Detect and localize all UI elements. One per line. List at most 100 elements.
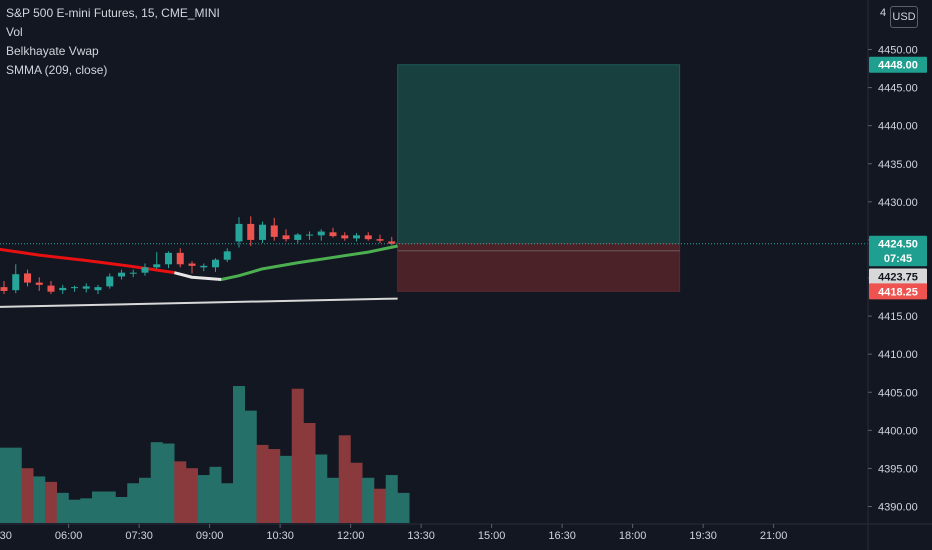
candle-body[interactable]	[47, 285, 55, 292]
x-tick-label: 12:00	[337, 530, 365, 542]
candle-body[interactable]	[35, 282, 43, 285]
candle-body[interactable]	[106, 276, 114, 287]
y-tick-label: 4400.00	[878, 425, 918, 437]
volume-bar	[221, 483, 234, 523]
price-badge-smma[interactable]: 4423.75	[869, 268, 927, 285]
vwap-segment-flat	[173, 271, 222, 282]
legend-vwap[interactable]: Belkhayate Vwap	[6, 44, 99, 58]
y-tick-label: 4415.00	[878, 311, 918, 323]
volume-bar	[280, 455, 292, 523]
y-tick-label: 4450.00	[878, 45, 918, 57]
y-tick-label: 4390.00	[878, 502, 918, 514]
volume-bar	[303, 422, 316, 523]
candle-body[interactable]	[94, 287, 102, 291]
candle-body[interactable]	[200, 265, 208, 268]
candle-body[interactable]	[188, 263, 196, 266]
candle-body[interactable]	[129, 272, 137, 274]
candle-body[interactable]	[294, 234, 302, 240]
legend-volume[interactable]: Vol	[6, 25, 23, 39]
x-tick-label: 19:30	[689, 530, 717, 542]
legend-smma[interactable]: SMMA (209, close)	[6, 63, 108, 77]
x-tick-label: 13:30	[407, 530, 435, 542]
candle-body[interactable]	[376, 239, 384, 241]
volume-bar	[362, 477, 375, 523]
legend-symbol-title[interactable]: S&P 500 E-mini Futures, 15, CME_MINI	[6, 6, 220, 20]
x-tick-label: 18:00	[619, 530, 647, 542]
candle-body[interactable]	[59, 287, 67, 291]
candle-body[interactable]	[341, 235, 349, 239]
position-zones	[397, 64, 681, 292]
price-badge-last[interactable]: 4424.50	[869, 235, 927, 252]
volume-bar	[350, 462, 363, 523]
volume-bars	[0, 386, 410, 523]
volume-bar	[197, 475, 210, 523]
candle-body[interactable]	[82, 286, 90, 289]
candle-body[interactable]	[141, 267, 149, 273]
y-tick-label-partial: 4	[880, 7, 886, 19]
candle-body[interactable]	[223, 251, 231, 260]
price-badge-label: 07:45	[884, 253, 912, 265]
smma-line	[0, 297, 398, 308]
vwap-line	[0, 244, 398, 282]
chart-legend: S&P 500 E-mini Futures, 15, CME_MINI Vol…	[6, 4, 220, 80]
volume-bar	[291, 388, 304, 523]
candle-body[interactable]	[270, 225, 278, 237]
candle-body[interactable]	[259, 224, 266, 240]
y-tick-label: 4405.00	[878, 387, 918, 399]
volume-bar	[233, 386, 245, 523]
candle-body[interactable]	[71, 287, 78, 289]
candle-body[interactable]	[153, 264, 161, 268]
candle-body[interactable]	[235, 223, 243, 242]
volume-bar	[45, 481, 57, 523]
volume-bar	[268, 449, 281, 523]
candle-body[interactable]	[317, 231, 325, 236]
currency-button[interactable]: USD	[890, 6, 918, 28]
y-tick-label: 4435.00	[878, 159, 918, 171]
volume-bar	[33, 476, 46, 523]
candle-body[interactable]	[247, 223, 255, 240]
x-tick-label: 06:00	[55, 530, 83, 542]
price-badge-stop[interactable]: 4418.25	[869, 283, 927, 300]
volume-bar	[56, 492, 69, 523]
candle-body[interactable]	[329, 232, 337, 237]
candle-body[interactable]	[176, 252, 184, 265]
candle-body[interactable]	[12, 274, 20, 291]
candle-body[interactable]	[364, 235, 372, 240]
volume-bar	[315, 454, 328, 523]
volume-bar	[21, 468, 34, 523]
volume-bar	[256, 444, 269, 523]
volume-bar	[92, 491, 104, 523]
candles	[0, 216, 396, 294]
price-badge-countdown[interactable]: 07:45	[869, 250, 927, 267]
x-tick-label: 04:30	[0, 530, 12, 542]
price-badge-bg	[869, 56, 927, 73]
volume-bar	[68, 499, 81, 523]
volume-bar	[338, 435, 351, 523]
target-zone[interactable]	[397, 64, 681, 245]
candle-body[interactable]	[388, 241, 396, 244]
candle-body[interactable]	[165, 252, 172, 265]
price-badge-bg	[869, 235, 927, 252]
candle-body[interactable]	[306, 234, 313, 236]
x-tick-label: 07:30	[125, 530, 153, 542]
candle-body[interactable]	[282, 235, 290, 240]
candle-body[interactable]	[212, 259, 219, 268]
candle-body[interactable]	[353, 235, 360, 239]
price-badge-target[interactable]: 4448.00	[869, 56, 927, 73]
price-badge-label: 4424.50	[878, 239, 918, 251]
candle-body[interactable]	[24, 273, 31, 283]
candle-body[interactable]	[118, 272, 125, 277]
y-tick-label: 4410.00	[878, 349, 918, 361]
x-tick-label: 16:30	[548, 530, 576, 542]
volume-bar	[150, 442, 163, 523]
volume-bar	[186, 468, 198, 523]
y-tick-label: 4430.00	[878, 197, 918, 209]
volume-bar	[9, 447, 22, 523]
volume-bar	[374, 488, 386, 523]
volume-bar	[174, 461, 187, 523]
x-tick-label: 10:30	[266, 530, 294, 542]
candle-body[interactable]	[0, 287, 8, 291]
stop-zone[interactable]	[397, 243, 681, 292]
